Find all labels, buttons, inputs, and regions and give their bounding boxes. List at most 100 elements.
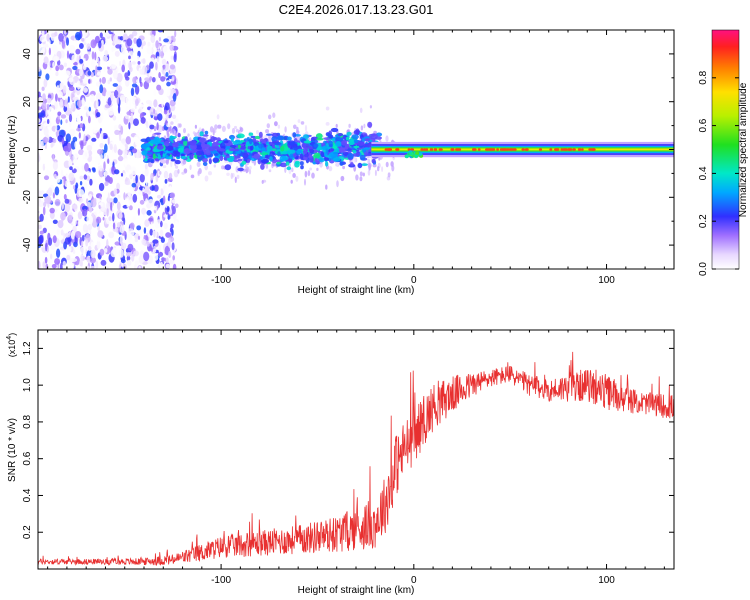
spectrogram-cell (38, 66, 41, 72)
spectrogram-cell (364, 138, 370, 142)
spectrogram-cell (112, 222, 116, 230)
spectrogram-cell (78, 189, 85, 198)
spectrogram-cell (567, 148, 571, 151)
spectrogram-cell (114, 124, 118, 130)
spectrogram-cell (70, 258, 78, 262)
spectrogram-cell (147, 182, 152, 187)
spectrogram-cell (234, 176, 237, 183)
spectrogram-cell (128, 34, 134, 39)
spectrogram-cell (79, 43, 84, 49)
spectrogram-cell (96, 216, 102, 224)
spectrogram-cell (194, 124, 197, 129)
spectrogram-cell (121, 64, 125, 73)
spectrogram-cell (110, 201, 113, 211)
spectrogram-cell (320, 151, 325, 158)
spectrogram-cell (162, 64, 166, 70)
spectrogram-cell (304, 178, 306, 186)
spectrogram-cell (111, 165, 115, 172)
spectrogram-cell (160, 237, 165, 243)
spectrogram-cell (38, 139, 42, 149)
spectrogram-cell (359, 107, 363, 114)
spectrogram-cell (276, 161, 282, 165)
spectrogram-cell (110, 249, 117, 258)
spectrogram-cell (279, 162, 288, 168)
spectrogram-cell (106, 91, 112, 96)
spectrogram-cell (261, 139, 267, 145)
spectrogram-cell (99, 248, 105, 256)
spectrogram-cell (44, 163, 51, 169)
spectrogram-cell (246, 137, 250, 140)
spectrogram-cell (91, 137, 97, 142)
spectrogram-cell (95, 198, 101, 203)
spectrogram-cell (100, 130, 104, 140)
spectrogram-cell (131, 61, 136, 65)
spectrogram-cell (76, 127, 82, 132)
spectrogram-cell (104, 31, 111, 37)
spectrogram-cell (231, 127, 236, 134)
spectrogram-cell (38, 106, 42, 111)
spectrogram-cell (181, 138, 188, 142)
spectrogram-cell (153, 220, 158, 226)
spectrogram-cell (169, 64, 176, 70)
spectrogram-cell (62, 232, 66, 239)
spectrogram-cell (250, 135, 256, 139)
spectrogram-cell (249, 138, 253, 145)
spectrogram-cell (154, 132, 162, 135)
spectrogram-cell (169, 185, 172, 193)
spectrogram-cell (208, 146, 216, 152)
spectrogram-cell (395, 148, 399, 151)
spectrogram-cell (323, 157, 329, 162)
spectrogram-cell (472, 148, 475, 151)
spectrogram-cell (87, 70, 92, 76)
spectrogram-cell (137, 55, 140, 60)
spectrogram-cell (48, 88, 54, 94)
spectrogram-cell (124, 181, 131, 186)
spectrogram-cell (256, 130, 259, 135)
spectrogram-cell (202, 161, 208, 166)
spectrogram-cell (139, 173, 145, 183)
spectrogram-cell (174, 142, 179, 147)
spectrogram-cell (360, 125, 364, 131)
spectrogram-cell (76, 99, 83, 108)
spectrogram-cell (169, 44, 174, 51)
spectrogram-cell (148, 217, 154, 222)
spectrogram-cell (503, 148, 508, 151)
spectrogram-cell (352, 152, 361, 157)
spectrogram-cell (59, 99, 63, 109)
spectrogram-cell (110, 30, 117, 33)
spectrogram-cell (272, 162, 276, 167)
spectrogram-cell (142, 58, 146, 65)
spectrogram-cell (153, 116, 159, 121)
spectrogram-cell (129, 205, 133, 211)
spectrogram-cell (161, 58, 167, 65)
spectrogram-cell (68, 172, 75, 182)
spectrogram-cell (485, 148, 490, 151)
spectrogram-cell (560, 148, 564, 151)
spectrogram-cell (350, 162, 354, 166)
spectrogram-cell (330, 148, 335, 152)
spectrogram-cell (159, 261, 164, 269)
spectrogram-cell (508, 148, 513, 151)
spectrogram-cell (198, 137, 207, 144)
spectrogram-cell (170, 121, 174, 125)
spectrogram-cell (95, 65, 98, 75)
spectrogram-cell (79, 58, 84, 64)
spectrogram-cell (118, 249, 124, 258)
y-tick-label: 0.2 (22, 525, 33, 539)
spectrogram-cell (152, 230, 158, 238)
spectrogram-cell (333, 157, 341, 162)
spectrogram-cell (166, 206, 170, 212)
spectrogram-cell (156, 55, 160, 63)
spectrogram-cell (91, 59, 96, 68)
spectrogram-cell (112, 115, 117, 121)
spectrogram-cell (79, 68, 83, 77)
spectrogram-cell (125, 76, 130, 81)
spectrogram-cell (241, 160, 247, 165)
spectrogram-cell (151, 262, 155, 269)
spectrogram-cell (208, 158, 212, 165)
spectrogram-cell (141, 163, 145, 168)
spectrogram-cell (155, 76, 158, 86)
spectrogram-cell (374, 169, 377, 177)
spectrogram-cell (131, 182, 137, 188)
spectrogram-cell (52, 219, 58, 224)
